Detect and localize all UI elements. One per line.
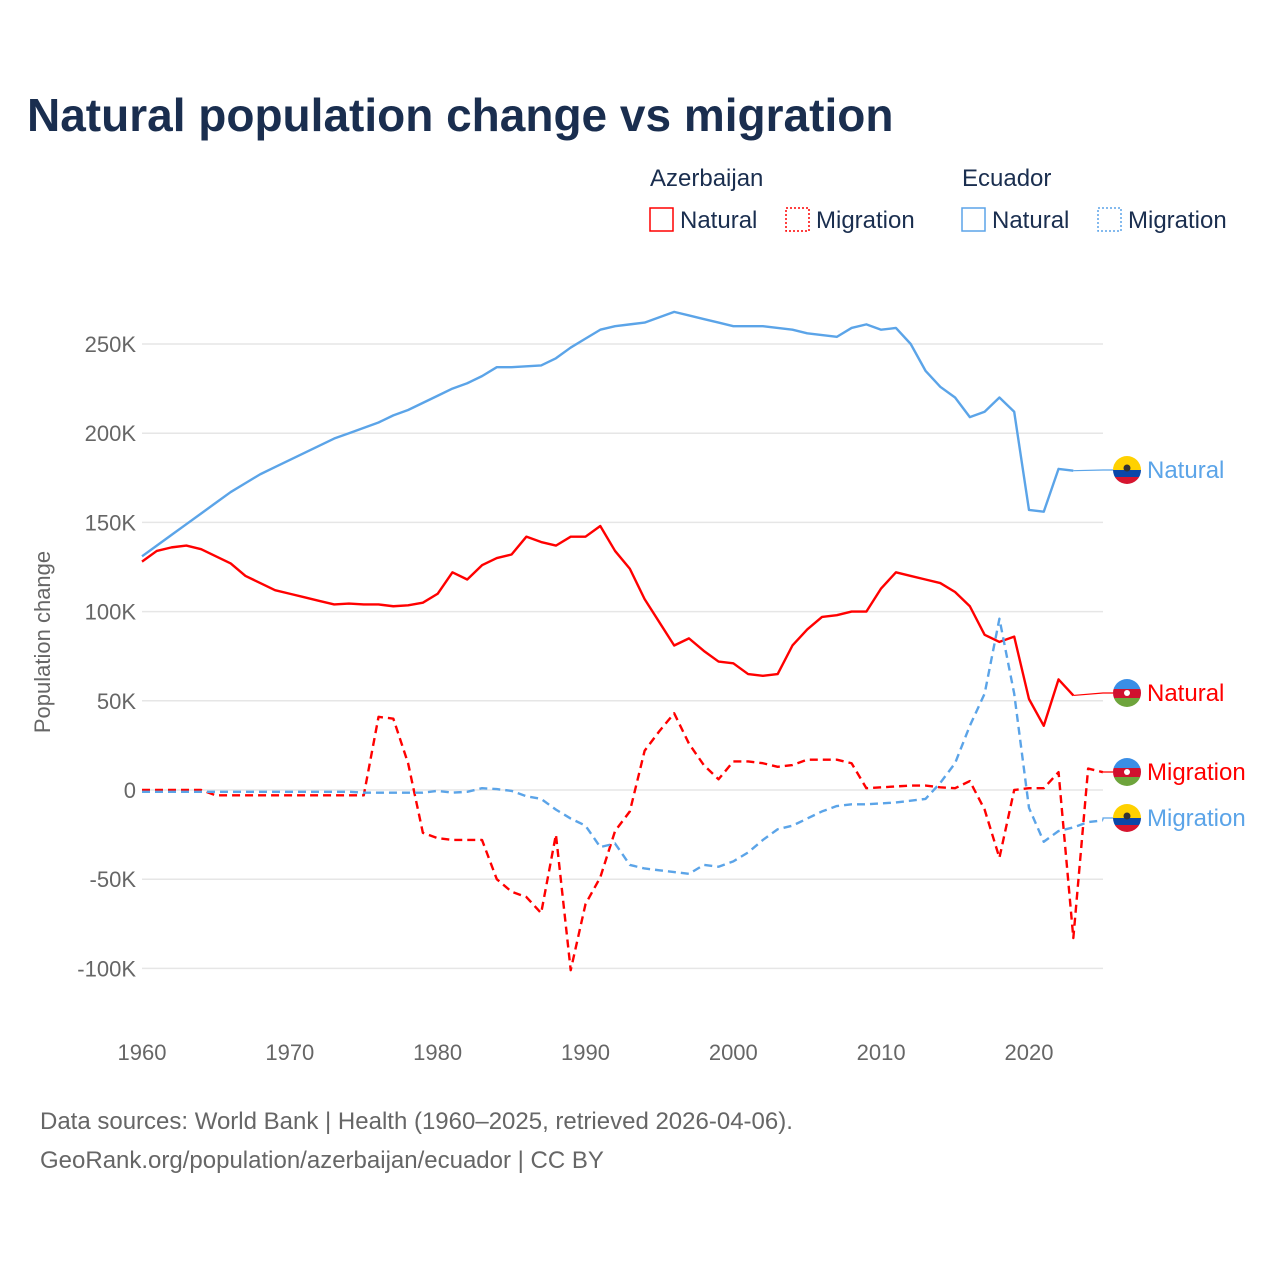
- source-link[interactable]: GeoRank.org/population/azerbaijan/ecuado…: [40, 1147, 604, 1174]
- series-end-label: Migration: [1147, 759, 1246, 786]
- x-tick-label: 1960: [118, 1040, 167, 1065]
- y-tick-label: 150K: [85, 510, 137, 535]
- x-tick-label: 1980: [413, 1040, 462, 1065]
- series-line-ecuador-natural: [141, 310, 1074, 558]
- y-tick-label: 0: [124, 778, 136, 803]
- label-connector: [1102, 817, 1113, 821]
- legend-item-natural[interactable]: Natural: [992, 207, 1069, 234]
- x-tick-label: 2000: [709, 1040, 758, 1065]
- legend-swatch-migration[interactable]: [785, 207, 810, 232]
- ecuador-flag-icon: [1113, 456, 1141, 484]
- azerbaijan-flag-icon: [1113, 758, 1141, 786]
- legend-group-azerbaijan: Azerbaijan: [650, 165, 763, 192]
- series-end-label: Natural: [1147, 680, 1224, 707]
- y-tick-label: -50K: [90, 867, 137, 892]
- series-line-ecuador-migration: [142, 617, 1104, 876]
- legend-swatch-natural[interactable]: [961, 207, 986, 232]
- y-tick-label: -100K: [77, 956, 136, 981]
- series-line-azerbaijan-natural: [141, 524, 1075, 727]
- y-tick-label: 100K: [85, 600, 137, 625]
- y-tick-label: 250K: [85, 332, 137, 357]
- azerbaijan-flag-icon: [1113, 679, 1141, 707]
- x-tick-label: 1970: [265, 1040, 314, 1065]
- x-tick-label: 2020: [1005, 1040, 1054, 1065]
- legend-item-migration[interactable]: Migration: [816, 207, 915, 234]
- y-tick-label: 50K: [97, 689, 136, 714]
- source-note: Data sources: World Bank | Health (1960–…: [40, 1108, 793, 1135]
- chart-title: Natural population change vs migration: [27, 89, 894, 141]
- x-tick-label: 2010: [857, 1040, 906, 1065]
- legend-item-migration[interactable]: Migration: [1128, 207, 1227, 234]
- legend-swatch-migration[interactable]: [1097, 207, 1122, 232]
- label-connector: [1073, 692, 1113, 697]
- ecuador-flag-icon: [1113, 804, 1141, 832]
- legend-swatch-natural[interactable]: [649, 207, 674, 232]
- x-tick-label: 1990: [561, 1040, 610, 1065]
- series-end-label: Natural: [1147, 457, 1224, 484]
- y-tick-label: 200K: [85, 421, 137, 446]
- series-end-label: Migration: [1147, 805, 1246, 832]
- y-axis-label: Population change: [30, 551, 55, 733]
- series-line-azerbaijan-migration: [142, 712, 1104, 972]
- legend-item-natural[interactable]: Natural: [680, 207, 757, 234]
- label-connector: [1073, 469, 1113, 472]
- legend-group-ecuador: Ecuador: [962, 165, 1051, 192]
